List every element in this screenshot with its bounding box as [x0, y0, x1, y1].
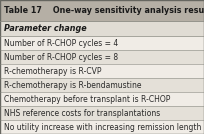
Text: R-chemotherapy is R-CVP: R-chemotherapy is R-CVP — [4, 67, 101, 76]
Text: No utility increase with increasing remission length: No utility increase with increasing remi… — [4, 122, 201, 131]
FancyBboxPatch shape — [0, 21, 204, 36]
Text: Chemotherapy before transplant is R-CHOP: Chemotherapy before transplant is R-CHOP — [4, 95, 170, 104]
FancyBboxPatch shape — [0, 78, 204, 92]
FancyBboxPatch shape — [0, 50, 204, 64]
FancyBboxPatch shape — [0, 106, 204, 120]
FancyBboxPatch shape — [0, 120, 204, 134]
Text: Table 17    One-way sensitivity analysis results: Table 17 One-way sensitivity analysis re… — [4, 6, 204, 15]
FancyBboxPatch shape — [0, 0, 204, 21]
Text: Number of R-CHOP cycles = 8: Number of R-CHOP cycles = 8 — [4, 53, 118, 62]
Text: Number of R-CHOP cycles = 4: Number of R-CHOP cycles = 4 — [4, 39, 118, 48]
Text: Parameter change: Parameter change — [4, 24, 86, 33]
Text: NHS reference costs for transplantations: NHS reference costs for transplantations — [4, 109, 160, 118]
FancyBboxPatch shape — [0, 92, 204, 106]
FancyBboxPatch shape — [0, 64, 204, 78]
Text: R-chemotherapy is R-bendamustine: R-chemotherapy is R-bendamustine — [4, 81, 141, 90]
FancyBboxPatch shape — [0, 36, 204, 50]
